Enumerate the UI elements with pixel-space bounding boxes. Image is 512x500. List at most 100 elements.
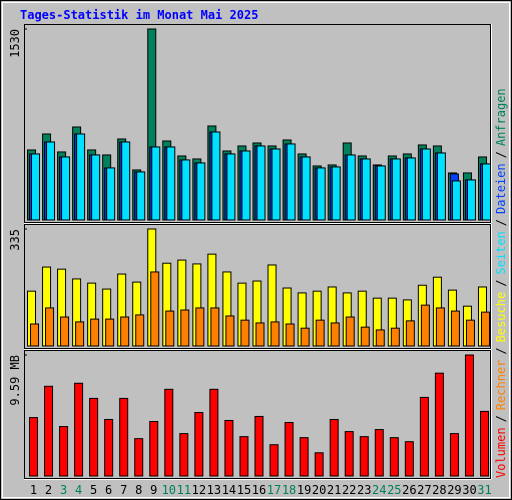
bar — [30, 323, 40, 347]
bar — [136, 171, 146, 221]
bar — [76, 133, 86, 221]
bar — [286, 143, 296, 221]
bar — [121, 141, 131, 221]
bar — [255, 322, 265, 347]
x-tick-label: 31 — [477, 483, 491, 497]
bar — [449, 433, 459, 477]
bar — [391, 158, 401, 221]
bar — [360, 326, 370, 347]
bar — [91, 154, 101, 221]
bar — [331, 166, 341, 221]
bar — [134, 438, 144, 477]
bar — [196, 162, 206, 221]
bar — [420, 304, 430, 347]
x-tick-label: 5 — [90, 483, 97, 497]
legend-entry: Dateien — [494, 163, 508, 214]
bar — [90, 318, 100, 347]
bar — [346, 154, 356, 221]
legend-entry: Anfragen — [494, 88, 508, 146]
bar — [120, 316, 130, 347]
bar — [179, 433, 189, 477]
bar — [225, 315, 235, 347]
bar — [104, 418, 114, 477]
bar — [195, 307, 205, 347]
legend-entry: Seiten — [494, 231, 508, 274]
bar — [254, 415, 264, 477]
bar — [480, 311, 490, 347]
bar — [329, 418, 339, 477]
bar — [150, 271, 160, 347]
bar — [434, 372, 444, 477]
x-tick-label: 30 — [462, 483, 476, 497]
bar — [479, 410, 489, 477]
bar — [314, 452, 324, 477]
x-tick-label: 26 — [402, 483, 416, 497]
bar — [240, 319, 250, 347]
legend-entry: Volumen — [494, 427, 508, 478]
bar — [151, 146, 161, 221]
bar — [181, 159, 191, 221]
legend-separator: / — [494, 219, 508, 226]
x-tick-label: 17 — [267, 483, 281, 497]
bar — [330, 322, 340, 347]
bar — [404, 441, 414, 477]
bar — [344, 431, 354, 477]
x-tick-label: 3 — [60, 483, 67, 497]
bar — [210, 307, 220, 347]
x-tick-label: 2 — [45, 483, 52, 497]
x-tick-label: 23 — [357, 483, 371, 497]
x-tick-label: 27 — [417, 483, 431, 497]
x-tick-label: 11 — [177, 483, 191, 497]
legend: Volumen / Rechner / Besuche / Seiten / Dateien / A… — [494, 88, 508, 478]
x-tick-label: 24 — [372, 483, 386, 497]
bar — [270, 321, 280, 347]
x-tick-label: 10 — [162, 483, 176, 497]
x-tick-label: 14 — [222, 483, 236, 497]
bar — [59, 426, 69, 477]
bar — [361, 158, 371, 221]
bar — [256, 145, 266, 221]
bar — [316, 167, 326, 221]
bar — [194, 412, 204, 477]
x-tick-label: 20 — [312, 483, 326, 497]
bar — [29, 417, 39, 477]
bar — [89, 397, 99, 477]
x-tick-label: 4 — [75, 483, 82, 497]
bar — [481, 163, 491, 221]
x-tick-label: 19 — [297, 483, 311, 497]
bar — [405, 320, 415, 347]
bar — [301, 156, 311, 221]
bar — [106, 167, 116, 221]
bar — [180, 309, 190, 347]
bar — [224, 419, 234, 477]
bar — [315, 319, 325, 347]
y-tick-label: 1530 — [8, 29, 22, 58]
x-tick-label: 21 — [327, 483, 341, 497]
x-tick-label: 9 — [150, 483, 157, 497]
bar — [419, 396, 429, 477]
y-tick-label: 9.59 MB — [8, 355, 22, 406]
bar — [46, 141, 56, 221]
bar — [164, 388, 174, 477]
x-tick-label: 8 — [135, 483, 142, 497]
legend-separator: / — [494, 347, 508, 354]
bar — [75, 321, 85, 347]
bar — [450, 310, 460, 347]
bar — [465, 319, 475, 347]
chart-title: Tages-Statistik im Monat Mai 2025 — [20, 8, 258, 22]
bar — [226, 153, 236, 221]
x-tick-label: 29 — [447, 483, 461, 497]
bar — [435, 307, 445, 347]
bar — [271, 148, 281, 221]
bar — [269, 444, 279, 477]
bar — [44, 385, 54, 477]
x-tick-label: 12 — [192, 483, 206, 497]
bar — [436, 152, 446, 221]
x-tick-label: 28 — [432, 483, 446, 497]
x-tick-label: 18 — [282, 483, 296, 497]
bar — [119, 397, 129, 477]
bar — [376, 165, 386, 221]
bar — [406, 157, 416, 221]
bar — [209, 388, 219, 477]
